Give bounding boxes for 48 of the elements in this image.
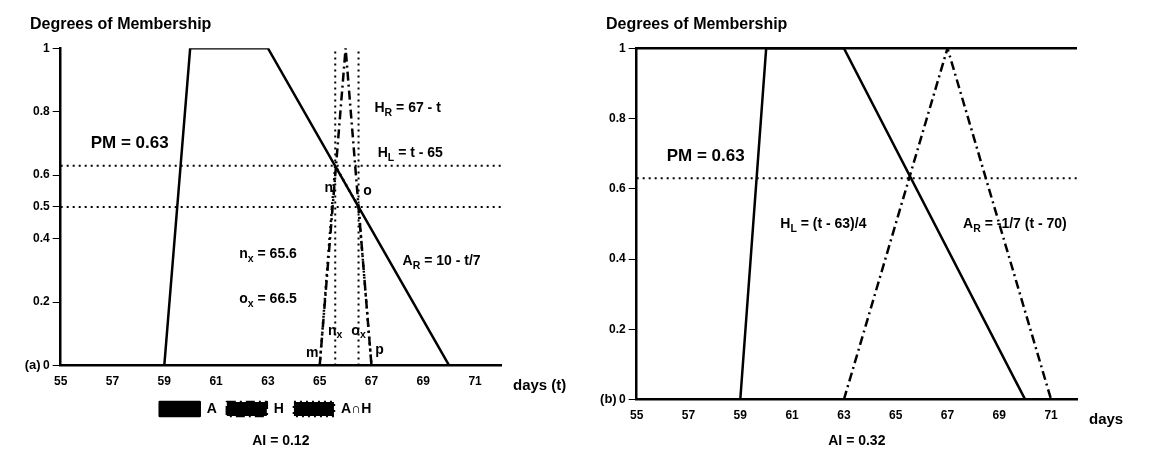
- y-tick-label: 0.8: [32, 103, 50, 118]
- x-tick-label: 61: [209, 374, 224, 389]
- x-tick-label: 71: [468, 374, 483, 389]
- x-tick-label: 67: [364, 374, 379, 389]
- text: (b): [600, 391, 617, 407]
- y-tick-label: 0.4: [32, 230, 50, 245]
- y-tick-label: 0.6: [608, 181, 626, 196]
- text: AI = 0.32: [828, 431, 886, 448]
- y-tick-label: 0: [42, 357, 50, 372]
- x-tick-label: 55: [54, 374, 68, 389]
- x-tick-label: 69: [992, 408, 1007, 423]
- legend-label: H: [273, 399, 284, 416]
- x-tick-label: 57: [681, 408, 696, 423]
- x-tick-label: 59: [157, 374, 172, 389]
- y-tick-label: 0.2: [32, 294, 50, 309]
- ref-line-label: PM = 0.63: [666, 145, 745, 165]
- y-tick-label: 0.2: [608, 321, 626, 336]
- x-tick-label: 61: [785, 408, 800, 423]
- ref-line-label: PM = 0.63: [90, 133, 169, 153]
- y-axis-title: Degrees of Membership: [606, 15, 788, 33]
- y-tick-label: 0.5: [32, 199, 50, 214]
- x-tick-label: 65: [313, 374, 327, 389]
- annotation: o: [363, 181, 372, 198]
- y-tick-label: 0.8: [608, 110, 626, 125]
- x-tick-label: 69: [416, 374, 431, 389]
- annotation: n: [324, 178, 334, 195]
- x-tick-label: 59: [733, 408, 748, 423]
- annotation: m: [305, 343, 319, 360]
- y-tick-label: 0.4: [608, 251, 626, 266]
- annotation: p: [375, 340, 384, 357]
- x-tick-label: 63: [261, 374, 275, 389]
- y-axis-title: Degrees of Membership: [30, 15, 212, 33]
- x-axis-title: days (t): [513, 375, 567, 393]
- y-tick-label: 0: [618, 391, 626, 406]
- x-tick-label: 55: [630, 408, 644, 423]
- x-tick-label: 63: [837, 408, 851, 423]
- x-tick-label: 57: [105, 374, 120, 389]
- x-axis-title: days: [1089, 409, 1124, 427]
- legend-label: A: [206, 399, 217, 416]
- y-tick-label: 1: [42, 40, 50, 55]
- legend-label: A∩H: [340, 399, 372, 416]
- x-tick-label: 67: [940, 408, 955, 423]
- text: (a): [24, 357, 41, 373]
- x-tick-label: 71: [1044, 408, 1059, 423]
- text: AI = 0.12: [252, 431, 310, 448]
- y-tick-label: 1: [618, 40, 626, 55]
- x-tick-label: 65: [889, 408, 903, 423]
- y-tick-label: 0.6: [32, 167, 50, 182]
